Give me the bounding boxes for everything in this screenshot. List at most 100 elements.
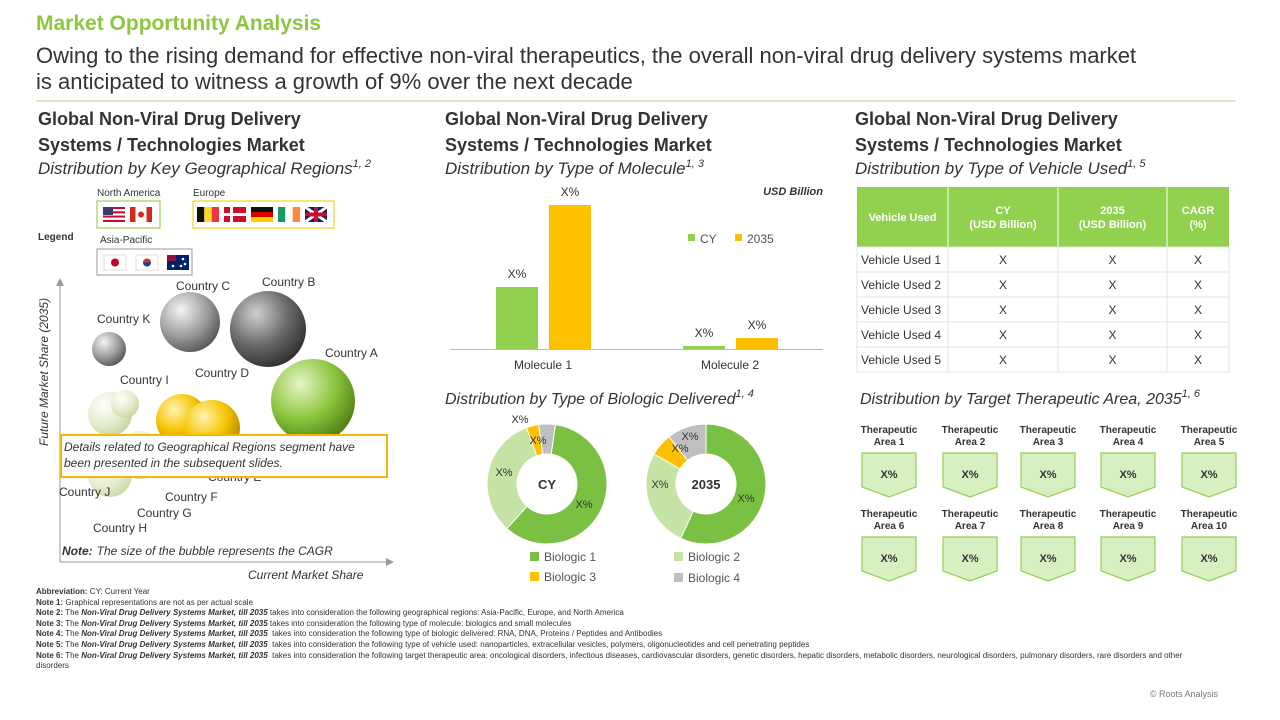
table-cell: X — [1194, 303, 1202, 317]
note-part: The — [63, 608, 82, 618]
table-cell: X — [1108, 278, 1116, 292]
callout-box — [60, 434, 388, 478]
superscript: 1, 3 — [686, 158, 705, 170]
note: Note 4: The Non-Viral Drug Delivery Syst… — [36, 629, 1186, 640]
table-cell: X — [1108, 253, 1116, 267]
note-part: Non-Viral Drug Delivery Systems Market, … — [81, 639, 268, 649]
flag-part — [224, 213, 246, 216]
area-label: Area 10 — [1191, 521, 1228, 532]
note-part: The — [63, 618, 82, 628]
flag-part — [292, 207, 300, 222]
area-value: X% — [1039, 469, 1056, 481]
area-label: Area 4 — [1113, 437, 1144, 448]
note: Note 3: The Non-Viral Drug Delivery Syst… — [36, 619, 1186, 630]
table-header: (%) — [1189, 219, 1206, 231]
note-part: The — [63, 629, 82, 639]
area-label: Area 3 — [1033, 437, 1064, 448]
table-cell: X — [1194, 353, 1202, 367]
note-part: Note 5: — [36, 639, 64, 649]
flag-part — [103, 211, 125, 214]
area-label: Area 7 — [955, 521, 986, 532]
table-cell: X — [1194, 253, 1202, 267]
area-chevron — [942, 536, 998, 582]
donut-slice — [668, 423, 707, 462]
bar-label: X% — [561, 185, 580, 199]
flag-part — [167, 255, 176, 261]
area-label: Area 6 — [874, 521, 905, 532]
table-header: CAGR — [1182, 205, 1214, 217]
panel-subtitle: Distribution by Type of Molecule1, 3 — [445, 158, 705, 178]
panel-title: Systems / Technologies Market — [445, 135, 712, 155]
slice-label: X% — [529, 435, 546, 447]
bubble-label: Country A — [325, 346, 378, 360]
table-cell: Vehicle Used 5 — [861, 353, 941, 367]
table-header: (USD Billion) — [969, 219, 1037, 231]
table-cell: X — [999, 328, 1007, 342]
donut-center: CY — [538, 477, 556, 492]
slice-label: X% — [495, 467, 512, 479]
legend-swatch — [530, 552, 539, 561]
slice-label: X% — [651, 479, 668, 491]
note: Abbreviation: CY: Current Year — [36, 587, 1186, 598]
area-label: Area 8 — [1033, 521, 1064, 532]
area-value: X% — [880, 469, 897, 481]
area-label: Therapeutic — [1181, 425, 1238, 436]
flag-part — [211, 207, 219, 222]
area-value: X% — [1200, 469, 1217, 481]
superscript: 1, 5 — [1127, 158, 1146, 170]
footer: © Roots Analysis — [1150, 689, 1219, 699]
flag-part — [305, 212, 327, 217]
bar-label: X% — [748, 318, 767, 332]
flag-part — [181, 257, 185, 261]
subtitle-text: Distribution by Key Geographical Regions — [38, 159, 353, 178]
slice-label: X% — [575, 499, 592, 511]
flag-part — [143, 258, 151, 263]
note-part: Graphical representations are not as per… — [63, 597, 254, 607]
note-part: Note 2: — [36, 608, 64, 618]
note: Note 5: The Non-Viral Drug Delivery Syst… — [36, 640, 1186, 651]
flag-part — [103, 217, 125, 220]
category-label: Molecule 1 — [514, 358, 572, 372]
flag-part — [103, 213, 125, 216]
bubble — [230, 291, 306, 367]
subtitle-text: Distribution by Type of Molecule — [445, 159, 686, 178]
bubble-label: Country B — [262, 275, 315, 289]
x-axis-label: Current Market Share — [248, 568, 364, 582]
panel-title: Global Non-Viral Drug Delivery — [445, 109, 708, 129]
panel-subtitle: Distribution by Type of Vehicle Used1, 5 — [855, 158, 1146, 178]
flag-part — [103, 207, 125, 210]
table-cell: X — [1194, 328, 1202, 342]
bar — [549, 205, 591, 349]
note-part: Note 1: — [36, 597, 64, 607]
panel-title: Global Non-Viral Drug Delivery — [855, 109, 1118, 129]
callout-text: been presented in the subsequent slides. — [64, 456, 283, 470]
table-cell: Vehicle Used 4 — [861, 328, 941, 342]
slide-title: Market Opportunity Analysis — [36, 12, 321, 35]
area-label: Therapeutic — [942, 509, 999, 520]
area-label: Therapeutic — [1020, 425, 1077, 436]
panel-title: Systems / Technologies Market — [855, 135, 1122, 155]
bar-label: X% — [508, 267, 527, 281]
superscript: 1, 2 — [353, 158, 371, 170]
unit-label: USD Billion — [763, 186, 823, 198]
subtitle-text: Distribution by Type of Biologic Deliver… — [445, 391, 737, 408]
table-cell: Vehicle Used 3 — [861, 303, 941, 317]
legend-swatch — [674, 573, 683, 582]
slice-label: X% — [671, 443, 688, 455]
legend-text: Biologic 4 — [688, 571, 740, 585]
flag-part — [138, 211, 144, 218]
bubble-label: Country G — [137, 506, 192, 520]
bar — [683, 346, 725, 349]
legend-group: Europe — [193, 188, 226, 199]
table-cell: X — [999, 303, 1007, 317]
flag-part — [103, 207, 113, 215]
donut-slice — [486, 426, 538, 530]
legend-text: CY — [700, 232, 717, 246]
flag-part — [251, 217, 273, 222]
area-label: Therapeutic — [1020, 509, 1077, 520]
table-cell: X — [999, 353, 1007, 367]
flag-part — [251, 207, 273, 212]
area-value: X% — [1119, 469, 1136, 481]
y-axis-label: Future Market Share (2035) — [37, 298, 51, 446]
superscript: 1, 4 — [736, 388, 754, 400]
